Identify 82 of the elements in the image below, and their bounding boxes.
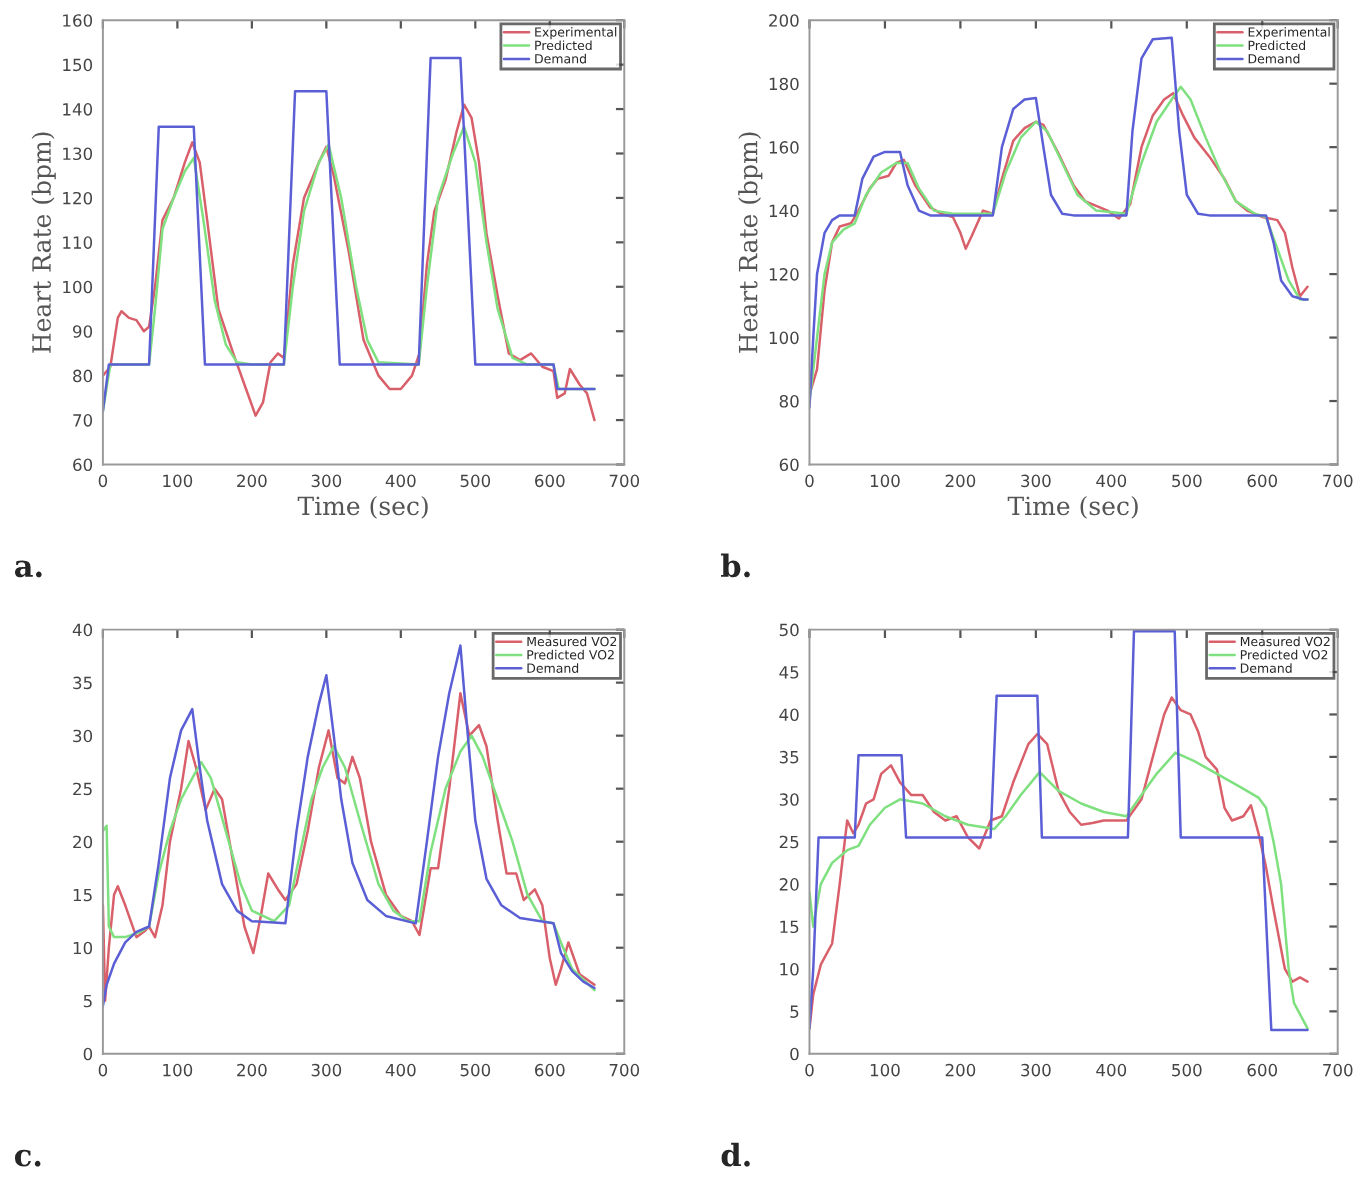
x-tick-label: 600: [1247, 474, 1278, 488]
y-axis-title: Heart Rate (bpm): [31, 132, 56, 353]
y-tick-label: 10: [73, 941, 93, 955]
x-axis-title: Time (sec): [297, 495, 428, 519]
y-tick-label: 50: [779, 623, 799, 637]
y-tick-label: 15: [73, 888, 92, 902]
y-tick-label: 100: [769, 331, 799, 345]
y-axis-title: Heart Rate (bpm): [738, 132, 763, 353]
y-tick-label: 20: [73, 835, 93, 849]
text: d.: [721, 1142, 750, 1167]
y-tick-label: 80: [779, 395, 799, 408]
x-tick-label: 500: [1172, 1063, 1202, 1077]
y-tick-label: 25: [73, 782, 92, 796]
x-tick-label: 300: [311, 474, 342, 488]
y-tick-label: 200: [769, 14, 799, 27]
y-tick-label: 10: [780, 962, 799, 976]
x-tick-label: 0: [805, 1063, 814, 1077]
x-tick-label: 700: [1323, 474, 1353, 488]
x-tick-label: 600: [1247, 1063, 1278, 1077]
y-tick-label: 120: [63, 191, 93, 205]
y-tick-label: 160: [63, 14, 93, 27]
x-tick-label: 500: [460, 474, 491, 488]
y-tick-label: 110: [63, 236, 93, 249]
y-tick-label: 30: [73, 729, 93, 743]
y-tick-label: 35: [73, 676, 92, 690]
x-tick-label: 0: [98, 474, 108, 488]
x-tick-label: 200: [237, 474, 267, 488]
x-tick-label: 100: [163, 1063, 193, 1077]
y-tick-label: 15: [780, 920, 799, 934]
x-tick-label: 100: [870, 1063, 900, 1077]
x-axis-title: Time (sec): [1007, 495, 1138, 519]
x-tick-label: 200: [945, 474, 976, 488]
y-tick-label: 180: [769, 77, 799, 91]
y-tick-label: 90: [73, 325, 93, 338]
x-tick-label: 600: [535, 474, 565, 488]
text: b.: [721, 553, 750, 578]
y-tick-label: 0: [83, 1047, 93, 1061]
y-tick-label: 20: [779, 878, 799, 891]
x-tick-label: 500: [1172, 474, 1202, 488]
x-tick-label: 400: [385, 474, 416, 488]
y-tick-label: 130: [63, 147, 93, 161]
x-tick-label: 500: [460, 1063, 491, 1077]
x-tick-label: 300: [1021, 1063, 1051, 1077]
y-tick-label: 5: [790, 1005, 799, 1018]
x-tick-label: 200: [945, 1063, 976, 1077]
x-tick-label: 400: [1096, 474, 1127, 488]
y-tick-label: 5: [83, 994, 92, 1008]
y-tick-label: 60: [73, 458, 93, 472]
y-tick-label: 150: [63, 58, 93, 72]
x-tick-label: 400: [1096, 1063, 1127, 1077]
x-tick-label: 300: [1021, 474, 1051, 488]
x-tick-label: 100: [163, 474, 193, 488]
x-tick-label: 100: [870, 474, 900, 488]
y-tick-label: 80: [73, 369, 93, 383]
text: a.: [14, 560, 42, 578]
x-tick-label: 300: [311, 1063, 342, 1077]
y-tick-label: 40: [779, 708, 799, 722]
y-tick-label: 0: [790, 1047, 799, 1061]
x-tick-label: 400: [385, 1063, 416, 1077]
y-tick-label: 30: [779, 793, 799, 806]
y-tick-label: 25: [779, 835, 799, 849]
y-tick-label: 45: [779, 666, 799, 679]
line-series: [102, 734, 596, 992]
x-tick-label: 0: [805, 474, 814, 488]
y-tick-label: 35: [779, 750, 799, 764]
y-tick-label: 100: [63, 280, 93, 294]
text: c.: [14, 1149, 41, 1167]
y-tick-label: 140: [769, 204, 799, 218]
y-tick-label: 120: [769, 268, 799, 281]
y-tick-label: 70: [73, 414, 93, 427]
y-tick-label: 60: [779, 458, 799, 472]
x-tick-label: 700: [609, 1063, 640, 1077]
x-tick-label: 200: [237, 1063, 267, 1077]
y-tick-label: 140: [63, 103, 93, 116]
y-tick-label: 40: [72, 623, 93, 637]
y-tick-label: 160: [769, 141, 799, 154]
x-tick-label: 700: [1323, 1063, 1353, 1077]
line-series: [102, 56, 596, 413]
line-series: [809, 751, 1309, 1030]
x-tick-label: 600: [535, 1063, 565, 1077]
x-tick-label: 0: [98, 1063, 108, 1077]
x-tick-label: 700: [609, 474, 640, 488]
